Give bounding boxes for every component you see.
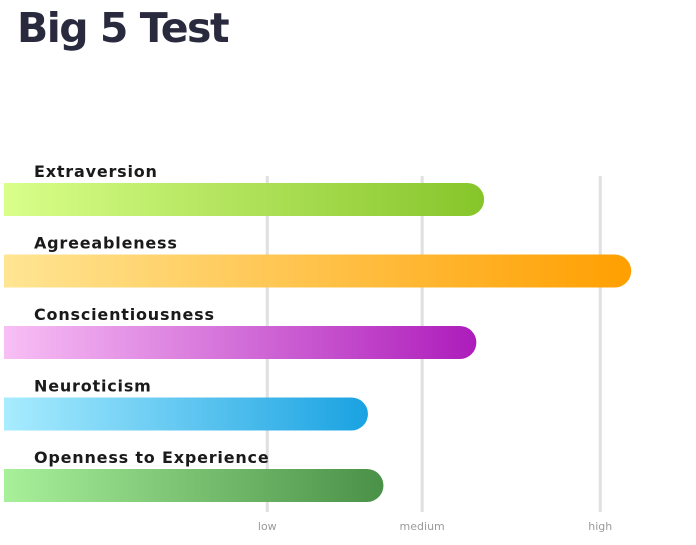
bar-agreeableness [4,254,632,288]
tick-labels: low medium high [258,520,612,533]
bar-label-agreeableness: Agreeableness [34,234,178,253]
bar-label-openness-to-experience: Openness to Experience [34,448,269,467]
tick-label-low: low [258,520,277,533]
bars [4,183,632,502]
bar-labels: Extraversion Agreeableness Conscientiousne… [34,162,269,467]
bar-neuroticism [4,397,368,431]
bar-label-extraversion: Extraversion [34,162,158,181]
tick-label-medium: medium [400,520,445,533]
bar-openness-to-experience [4,469,384,502]
bar-label-conscientiousness: Conscientiousness [34,305,215,324]
tick-label-high: high [588,520,612,533]
bar-label-neuroticism: Neuroticism [34,377,152,396]
bar-extraversion [4,183,485,216]
bar-conscientiousness [4,326,477,359]
page-title: Big 5 Test [17,4,230,52]
